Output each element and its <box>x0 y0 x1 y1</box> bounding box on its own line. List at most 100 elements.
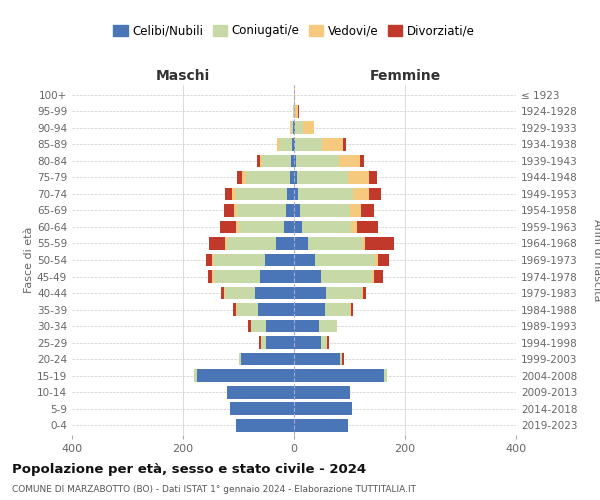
Bar <box>308 237 362 250</box>
Bar <box>259 336 260 349</box>
Bar <box>370 188 380 200</box>
Bar <box>362 237 365 250</box>
Bar <box>234 204 237 217</box>
Bar <box>230 402 294 415</box>
Bar <box>319 320 337 332</box>
Bar <box>225 188 232 200</box>
Bar <box>349 204 361 217</box>
Bar <box>326 286 362 300</box>
Y-axis label: Fasce di età: Fasce di età <box>24 227 34 293</box>
Bar <box>339 154 360 168</box>
Bar <box>294 138 295 151</box>
Bar <box>276 237 294 250</box>
Bar <box>260 336 266 349</box>
Bar <box>295 122 303 134</box>
Bar <box>236 220 239 234</box>
Bar <box>221 286 224 300</box>
Text: Popolazione per età, sesso e stato civile - 2024: Popolazione per età, sesso e stato civil… <box>12 462 366 475</box>
Bar <box>302 220 351 234</box>
Bar <box>286 204 294 217</box>
Bar <box>284 220 294 234</box>
Bar <box>237 204 286 217</box>
Bar <box>384 369 386 382</box>
Bar <box>348 171 369 184</box>
Text: Maschi: Maschi <box>156 70 210 84</box>
Bar <box>266 320 294 332</box>
Bar <box>294 386 349 398</box>
Bar <box>251 320 266 332</box>
Bar <box>295 105 298 118</box>
Bar <box>287 188 294 200</box>
Text: Femmine: Femmine <box>370 70 440 84</box>
Bar <box>233 303 236 316</box>
Bar <box>351 220 357 234</box>
Bar <box>292 138 294 151</box>
Bar <box>246 171 290 184</box>
Bar <box>378 254 389 266</box>
Bar <box>214 270 260 283</box>
Bar <box>224 237 227 250</box>
Bar <box>294 105 295 118</box>
Bar <box>242 171 246 184</box>
Bar <box>224 204 234 217</box>
Legend: Celibi/Nubili, Coniugati/e, Vedovi/e, Divorziati/e: Celibi/Nubili, Coniugati/e, Vedovi/e, Di… <box>110 21 478 41</box>
Bar <box>227 386 294 398</box>
Bar <box>298 188 353 200</box>
Bar <box>237 303 258 316</box>
Bar <box>236 188 287 200</box>
Bar <box>197 369 294 382</box>
Bar <box>374 270 383 283</box>
Bar <box>350 303 353 316</box>
Bar <box>364 286 366 300</box>
Bar <box>236 418 294 432</box>
Bar <box>294 237 308 250</box>
Bar <box>212 270 214 283</box>
Bar <box>294 286 326 300</box>
Bar <box>297 171 348 184</box>
Bar <box>298 105 299 118</box>
Bar <box>361 204 374 217</box>
Bar <box>255 286 294 300</box>
Bar <box>291 154 294 168</box>
Bar <box>262 154 291 168</box>
Bar <box>325 303 349 316</box>
Bar <box>295 138 322 151</box>
Bar <box>303 122 314 134</box>
Bar <box>294 204 299 217</box>
Bar <box>320 336 328 349</box>
Bar <box>315 254 375 266</box>
Bar <box>299 204 349 217</box>
Bar <box>294 254 315 266</box>
Bar <box>294 352 340 366</box>
Bar <box>294 154 296 168</box>
Bar <box>340 352 342 366</box>
Bar <box>360 154 364 168</box>
Bar <box>320 270 372 283</box>
Bar <box>258 303 294 316</box>
Bar <box>236 303 237 316</box>
Bar <box>266 336 294 349</box>
Bar <box>294 220 302 234</box>
Y-axis label: Anni di nascita: Anni di nascita <box>592 219 600 301</box>
Bar <box>290 171 294 184</box>
Bar <box>280 138 292 151</box>
Bar <box>290 122 293 134</box>
Bar <box>206 254 212 266</box>
Bar <box>349 303 350 316</box>
Bar <box>365 237 394 250</box>
Bar <box>294 402 352 415</box>
Bar <box>277 138 280 151</box>
Bar <box>260 154 262 168</box>
Bar <box>220 220 236 234</box>
Bar <box>227 237 276 250</box>
Text: COMUNE DI MARZABOTTO (BO) - Dati ISTAT 1° gennaio 2024 - Elaborazione TUTTITALIA: COMUNE DI MARZABOTTO (BO) - Dati ISTAT 1… <box>12 485 416 494</box>
Bar <box>214 254 265 266</box>
Bar <box>248 320 251 332</box>
Bar <box>372 270 374 283</box>
Bar <box>375 254 378 266</box>
Bar <box>239 220 284 234</box>
Bar <box>224 286 255 300</box>
Bar <box>294 369 384 382</box>
Bar <box>241 352 294 366</box>
Bar <box>342 352 344 366</box>
